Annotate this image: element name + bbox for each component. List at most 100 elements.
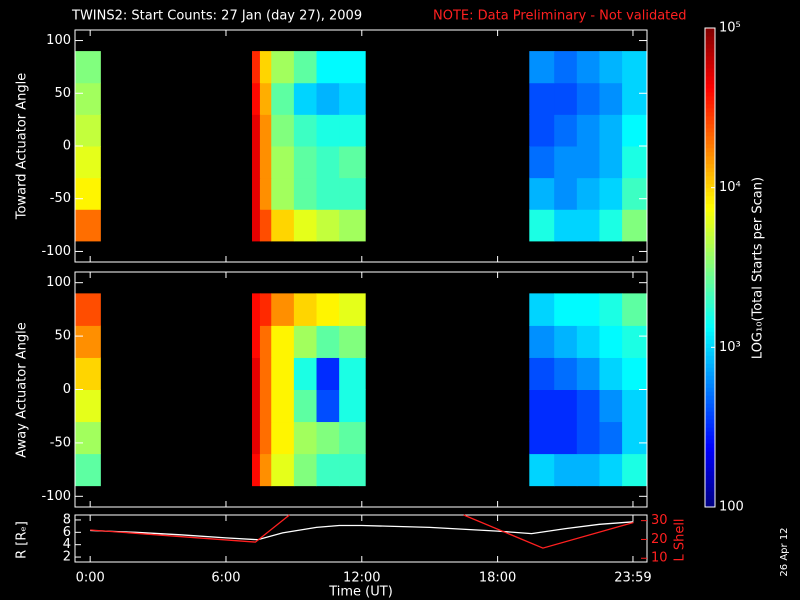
heatmap-cell: [599, 51, 623, 84]
colorbar-cell: [705, 479, 715, 484]
heatmap-cell: [576, 82, 600, 115]
colorbar-cell: [705, 463, 715, 468]
colorbar-cell: [705, 231, 715, 237]
heatmap-cell: [271, 177, 295, 210]
colorbar-cell: [705, 163, 715, 169]
heatmap-cell: [554, 82, 578, 115]
heatmap-cell: [622, 421, 648, 455]
heatmap-cell: [316, 357, 340, 390]
heatmap-cell: [529, 51, 555, 84]
colorbar-frame: [704, 27, 716, 508]
heatmap-cell: [259, 357, 272, 390]
heatmap-cell: [554, 146, 578, 179]
colorbar-tick-label: 10⁴: [719, 180, 741, 195]
heatmap-cell: [529, 389, 555, 423]
heatmap-cell: [316, 82, 340, 115]
heatmap-cell: [339, 209, 366, 242]
colorbar-cell: [705, 363, 715, 368]
heatmap-cell: [252, 209, 261, 242]
y-axis-label: Toward Actuator Angle: [15, 73, 30, 220]
colorbar-cell: [705, 311, 715, 316]
y-tick-label: 4: [63, 537, 71, 552]
heatmap-cell: [75, 453, 101, 487]
heatmap-cell: [316, 421, 340, 455]
colorbar-cell: [705, 503, 715, 508]
colorbar-cell: [705, 359, 715, 364]
heatmap-cell: [576, 177, 600, 210]
y-axis-label: R [Rₑ]: [15, 521, 30, 559]
colorbar-cell: [705, 443, 715, 448]
heatmap-cell: [271, 209, 295, 242]
colorbar-cell: [705, 203, 715, 209]
colorbar-cell: [705, 127, 715, 133]
heatmap-cell: [622, 82, 648, 115]
colorbar-cell: [705, 295, 715, 300]
heatmap-cell: [554, 453, 578, 487]
colorbar-cell: [705, 319, 715, 324]
heatmap-cell: [599, 177, 623, 210]
heatmap-cell: [339, 421, 366, 455]
colorbar-cell: [705, 287, 715, 292]
heatmap-cell: [252, 177, 261, 210]
heatmap-cell: [293, 82, 318, 115]
colorbar-cell: [705, 439, 715, 444]
heatmap-cell: [339, 325, 366, 358]
y-tick-label: 50: [54, 329, 71, 344]
heatmap-cell: [252, 357, 261, 390]
x-tick-label: 0:00: [76, 571, 105, 586]
heatmap-cell: [316, 51, 340, 84]
y-tick-label: 100: [46, 275, 71, 290]
heatmap-cell: [529, 82, 555, 115]
heatmap-cell: [293, 453, 318, 487]
colorbar-cell: [705, 115, 715, 121]
heatmap-cell: [75, 389, 101, 423]
colorbar-cell: [705, 239, 715, 245]
x-tick-label: 18:00: [479, 571, 516, 586]
plot-frame: [74, 514, 648, 563]
colorbar-cell: [705, 271, 715, 276]
colorbar-cell: [705, 387, 715, 392]
colorbar-cell: [705, 71, 715, 77]
colorbar-cell: [705, 459, 715, 464]
y-tick-label: -50: [50, 191, 71, 206]
colorbar-cell: [705, 455, 715, 460]
colorbar-cell: [705, 491, 715, 496]
colorbar-cell: [705, 75, 715, 81]
y-tick-label: 50: [54, 86, 71, 101]
colorbar-cell: [705, 331, 715, 336]
heatmap-cell: [339, 389, 366, 423]
colorbar-tick-label: 10⁵: [719, 21, 741, 36]
colorbar-cell: [705, 99, 715, 105]
colorbar-cell: [705, 471, 715, 476]
heatmap-cell: [599, 209, 623, 242]
line-series: [90, 521, 634, 541]
heatmap-cell: [599, 293, 623, 326]
colorbar-cell: [705, 123, 715, 129]
colorbar-cell: [705, 283, 715, 288]
heatmap-cell: [622, 293, 648, 326]
heatmap-cell: [316, 209, 340, 242]
colorbar-cell: [705, 179, 715, 185]
colorbar-cell: [705, 495, 715, 500]
heatmap-cell: [554, 177, 578, 210]
colorbar-cell: [705, 103, 715, 109]
colorbar-cell: [705, 451, 715, 456]
heatmap-cell: [75, 82, 101, 115]
heatmap-cell: [554, 114, 578, 147]
heatmap-cell: [293, 293, 318, 326]
colorbar-cell: [705, 235, 715, 241]
colorbar-cell: [705, 47, 715, 53]
heatmap-cell: [576, 146, 600, 179]
colorbar-cell: [705, 431, 715, 436]
heatmap-cell: [599, 146, 623, 179]
heatmap-cell: [599, 389, 623, 423]
heatmap-cell: [576, 209, 600, 242]
colorbar-cell: [705, 55, 715, 61]
date: 26 Apr 12: [779, 527, 790, 576]
heatmap-cell: [259, 421, 272, 455]
colorbar-cell: [705, 219, 715, 225]
y2-tick-label: 10: [651, 551, 668, 566]
heatmap-cell: [252, 325, 261, 358]
heatmap-cell: [339, 51, 366, 84]
colorbar-cell: [705, 467, 715, 472]
